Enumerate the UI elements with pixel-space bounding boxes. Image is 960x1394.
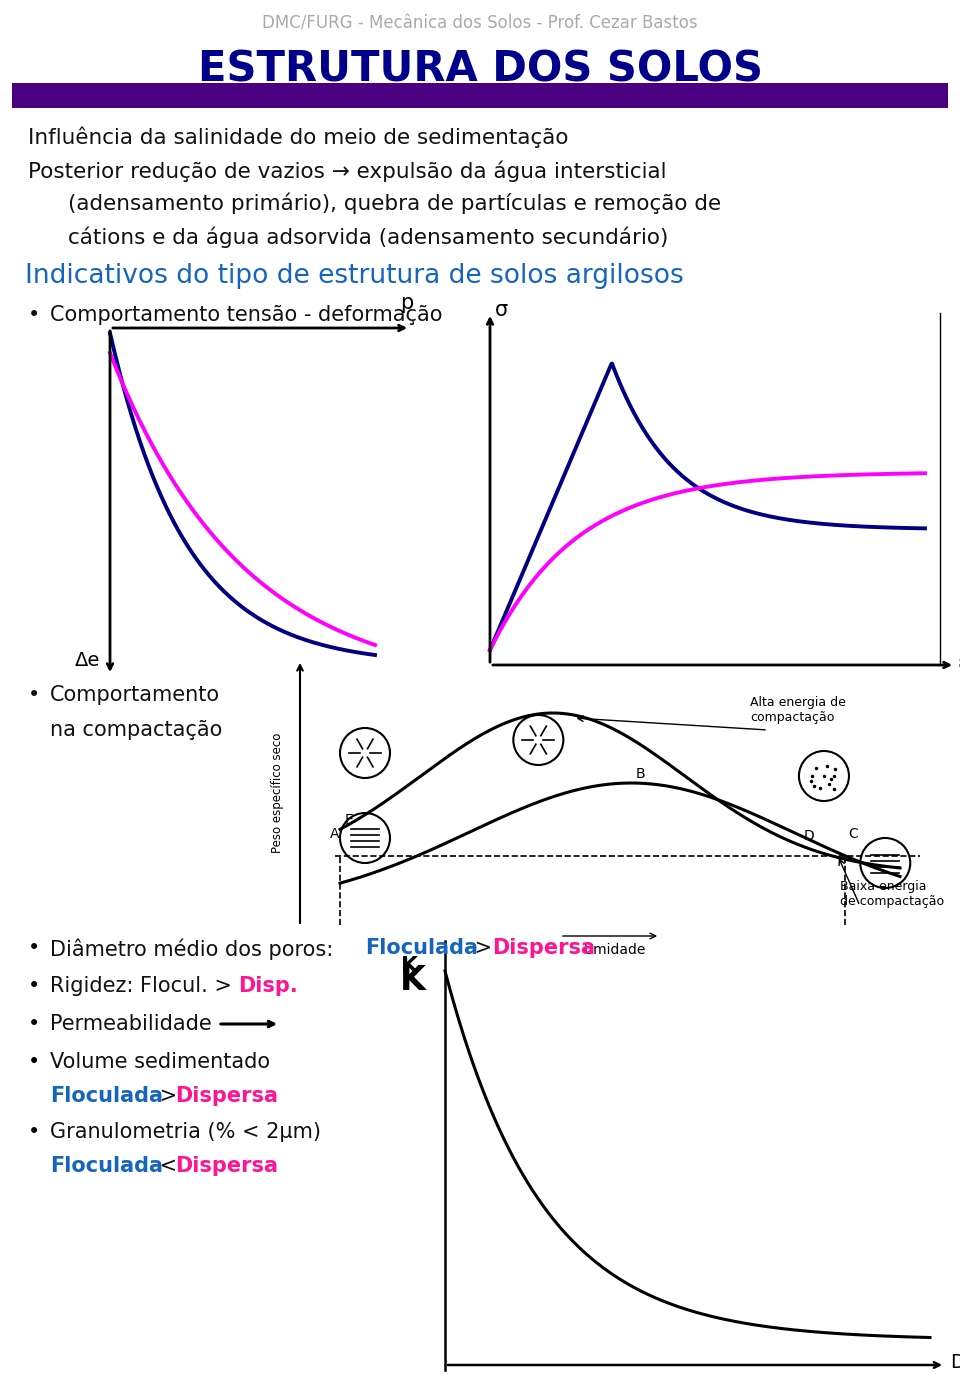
Text: Posterior redução de vazios → expulsão da água intersticial: Posterior redução de vazios → expulsão d… [28,160,666,181]
Text: cátions e da água adsorvida (adensamento secundário): cátions e da água adsorvida (adensamento… [68,226,668,248]
Text: •: • [28,976,40,995]
Text: Volume sedimentado: Volume sedimentado [50,1052,270,1072]
Text: Dispersa: Dispersa [175,1156,278,1177]
Text: (adensamento primário), quebra de partículas e remoção de: (adensamento primário), quebra de partíc… [68,192,721,215]
Text: Indicativos do tipo de estrutura de solos argilosos: Indicativos do tipo de estrutura de solo… [25,263,684,289]
Text: na compactação: na compactação [50,719,223,740]
Text: •: • [28,1052,40,1072]
Text: Rigidez: Flocul. >: Rigidez: Flocul. > [50,976,238,995]
Text: Dispersa: Dispersa [492,938,595,958]
Text: Comportamento: Comportamento [50,684,220,705]
Text: Dispersa: Dispersa [175,1086,278,1105]
Text: •: • [28,305,40,325]
Text: Baixa energia
de compactação: Baixa energia de compactação [840,880,944,907]
Text: ESTRUTURA DOS SOLOS: ESTRUTURA DOS SOLOS [198,47,762,91]
Text: Floculada: Floculada [365,938,478,958]
Text: p: p [400,293,413,314]
Text: >: > [153,1086,183,1105]
Text: •: • [28,1122,40,1142]
Text: DMC/FURG - Mecânica dos Solos - Prof. Cezar Bastos: DMC/FURG - Mecânica dos Solos - Prof. Ce… [262,15,698,33]
Text: Δe: Δe [75,651,100,669]
Text: ε: ε [958,652,960,673]
Text: E: E [345,813,353,828]
Text: Floculada: Floculada [50,1086,163,1105]
Text: Permeabilidade: Permeabilidade [50,1013,212,1034]
Text: •: • [28,684,40,705]
Text: Comportamento tensão - deformação: Comportamento tensão - deformação [50,305,443,325]
Text: Granulometria (% < 2μm): Granulometria (% < 2μm) [50,1122,321,1142]
Text: K: K [400,965,426,997]
Text: •: • [28,1013,40,1034]
Text: Diâmetro médio dos poros:: Diâmetro médio dos poros: [50,938,340,959]
Text: K: K [401,956,419,976]
Text: σ: σ [495,300,508,321]
Text: >: > [468,938,499,958]
Text: A: A [330,827,340,841]
Text: Peso específico seco: Peso específico seco [272,733,284,853]
Text: •: • [28,938,40,958]
Text: Floculada: Floculada [50,1156,163,1177]
Text: Alta energia de
compactação: Alta energia de compactação [750,696,846,723]
Text: Disp: Disp [950,1354,960,1373]
Text: D: D [804,829,815,843]
Text: Influência da salinidade do meio de sedimentação: Influência da salinidade do meio de sedi… [28,125,568,148]
Text: <: < [153,1156,183,1177]
Text: Umidade: Umidade [584,942,646,958]
Text: Disp.: Disp. [238,976,298,995]
Text: C: C [849,827,858,841]
Bar [12,84,948,107]
Text: B: B [636,767,645,781]
